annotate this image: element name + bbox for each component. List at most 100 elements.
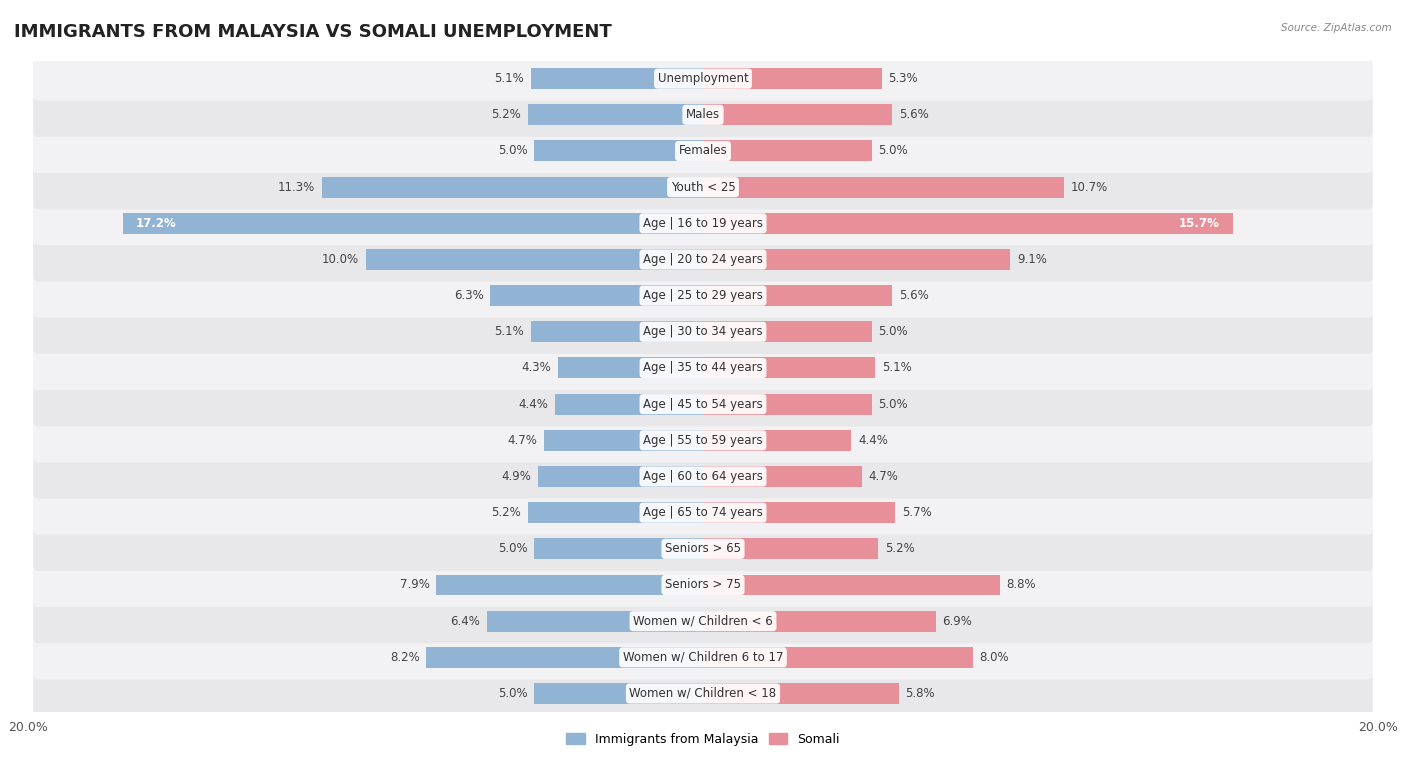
Text: 5.2%: 5.2% (491, 506, 520, 519)
Bar (558, 357, 703, 378)
Text: 6.4%: 6.4% (450, 615, 481, 628)
Text: 5.0%: 5.0% (879, 397, 908, 410)
Text: Age | 60 to 64 years: Age | 60 to 64 years (643, 470, 763, 483)
Bar (703, 321, 872, 342)
Text: 8.0%: 8.0% (980, 651, 1010, 664)
FancyBboxPatch shape (34, 563, 1372, 607)
FancyBboxPatch shape (34, 201, 1372, 245)
Text: Youth < 25: Youth < 25 (671, 181, 735, 194)
Bar (703, 176, 1064, 198)
Text: 7.9%: 7.9% (399, 578, 430, 591)
Text: 5.0%: 5.0% (879, 326, 908, 338)
Text: Males: Males (686, 108, 720, 121)
FancyBboxPatch shape (34, 273, 1372, 318)
Text: 5.3%: 5.3% (889, 72, 918, 85)
Text: 17.2%: 17.2% (136, 217, 177, 230)
Text: Women w/ Children 6 to 17: Women w/ Children 6 to 17 (623, 651, 783, 664)
Text: 8.2%: 8.2% (389, 651, 419, 664)
Text: 4.9%: 4.9% (501, 470, 531, 483)
Bar (703, 502, 896, 523)
Bar (537, 466, 703, 487)
Text: Age | 55 to 59 years: Age | 55 to 59 years (643, 434, 763, 447)
Text: 5.8%: 5.8% (905, 687, 935, 700)
Bar (527, 502, 703, 523)
Bar (703, 68, 882, 89)
Text: 8.8%: 8.8% (1007, 578, 1036, 591)
Text: Age | 65 to 74 years: Age | 65 to 74 years (643, 506, 763, 519)
Bar (703, 213, 1233, 234)
FancyBboxPatch shape (34, 382, 1372, 426)
Text: 11.3%: 11.3% (278, 181, 315, 194)
FancyBboxPatch shape (34, 57, 1372, 101)
Text: 4.4%: 4.4% (517, 397, 548, 410)
Bar (703, 357, 875, 378)
FancyBboxPatch shape (34, 454, 1372, 499)
Bar (703, 683, 898, 704)
Text: Age | 35 to 44 years: Age | 35 to 44 years (643, 362, 763, 375)
Text: Age | 20 to 24 years: Age | 20 to 24 years (643, 253, 763, 266)
Text: Women w/ Children < 18: Women w/ Children < 18 (630, 687, 776, 700)
Text: 5.7%: 5.7% (903, 506, 932, 519)
Text: Unemployment: Unemployment (658, 72, 748, 85)
FancyBboxPatch shape (34, 671, 1372, 715)
Bar (534, 538, 703, 559)
Bar (534, 141, 703, 161)
Text: Females: Females (679, 145, 727, 157)
Bar (703, 249, 1010, 270)
Text: Age | 16 to 19 years: Age | 16 to 19 years (643, 217, 763, 230)
Text: 4.4%: 4.4% (858, 434, 889, 447)
Text: 5.1%: 5.1% (882, 362, 911, 375)
Text: 9.1%: 9.1% (1017, 253, 1046, 266)
Bar (322, 176, 703, 198)
Text: 15.7%: 15.7% (1178, 217, 1219, 230)
Bar (531, 68, 703, 89)
Bar (436, 575, 703, 596)
Text: Women w/ Children < 6: Women w/ Children < 6 (633, 615, 773, 628)
Bar (703, 430, 852, 451)
FancyBboxPatch shape (34, 165, 1372, 209)
Text: 10.0%: 10.0% (322, 253, 359, 266)
Bar (703, 575, 1000, 596)
Text: IMMIGRANTS FROM MALAYSIA VS SOMALI UNEMPLOYMENT: IMMIGRANTS FROM MALAYSIA VS SOMALI UNEMP… (14, 23, 612, 41)
Bar (486, 611, 703, 631)
Text: Source: ZipAtlas.com: Source: ZipAtlas.com (1281, 23, 1392, 33)
Bar (703, 394, 872, 415)
Text: 6.3%: 6.3% (454, 289, 484, 302)
Text: 4.3%: 4.3% (522, 362, 551, 375)
Bar (703, 538, 879, 559)
Text: Seniors > 75: Seniors > 75 (665, 578, 741, 591)
FancyBboxPatch shape (34, 93, 1372, 137)
Text: 4.7%: 4.7% (869, 470, 898, 483)
Text: 5.0%: 5.0% (498, 145, 527, 157)
Text: 5.1%: 5.1% (495, 72, 524, 85)
Text: Age | 45 to 54 years: Age | 45 to 54 years (643, 397, 763, 410)
Bar (703, 285, 891, 306)
Bar (544, 430, 703, 451)
Text: 10.7%: 10.7% (1071, 181, 1108, 194)
Text: 4.7%: 4.7% (508, 434, 537, 447)
FancyBboxPatch shape (34, 346, 1372, 390)
Text: Age | 30 to 34 years: Age | 30 to 34 years (643, 326, 763, 338)
FancyBboxPatch shape (34, 419, 1372, 463)
Text: 5.0%: 5.0% (498, 687, 527, 700)
Text: 5.6%: 5.6% (898, 108, 928, 121)
Text: 5.6%: 5.6% (898, 289, 928, 302)
Bar (703, 104, 891, 126)
Legend: Immigrants from Malaysia, Somali: Immigrants from Malaysia, Somali (561, 728, 845, 751)
Text: 5.2%: 5.2% (886, 542, 915, 556)
Bar (703, 141, 872, 161)
Bar (426, 646, 703, 668)
Bar (366, 249, 703, 270)
Text: Seniors > 65: Seniors > 65 (665, 542, 741, 556)
Bar (122, 213, 703, 234)
Bar (527, 104, 703, 126)
Text: 5.1%: 5.1% (495, 326, 524, 338)
Text: 5.0%: 5.0% (498, 542, 527, 556)
Bar (531, 321, 703, 342)
Bar (703, 646, 973, 668)
FancyBboxPatch shape (34, 635, 1372, 679)
Bar (534, 683, 703, 704)
Bar (703, 611, 936, 631)
Bar (703, 466, 862, 487)
FancyBboxPatch shape (34, 527, 1372, 571)
